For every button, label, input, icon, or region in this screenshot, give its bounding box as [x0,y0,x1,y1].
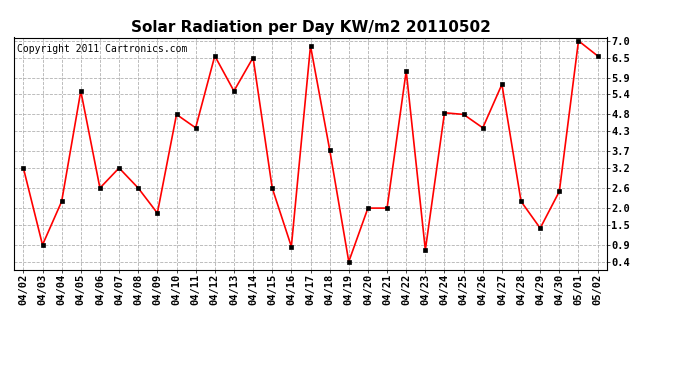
Title: Solar Radiation per Day KW/m2 20110502: Solar Radiation per Day KW/m2 20110502 [130,20,491,35]
Text: Copyright 2011 Cartronics.com: Copyright 2011 Cartronics.com [17,45,187,54]
